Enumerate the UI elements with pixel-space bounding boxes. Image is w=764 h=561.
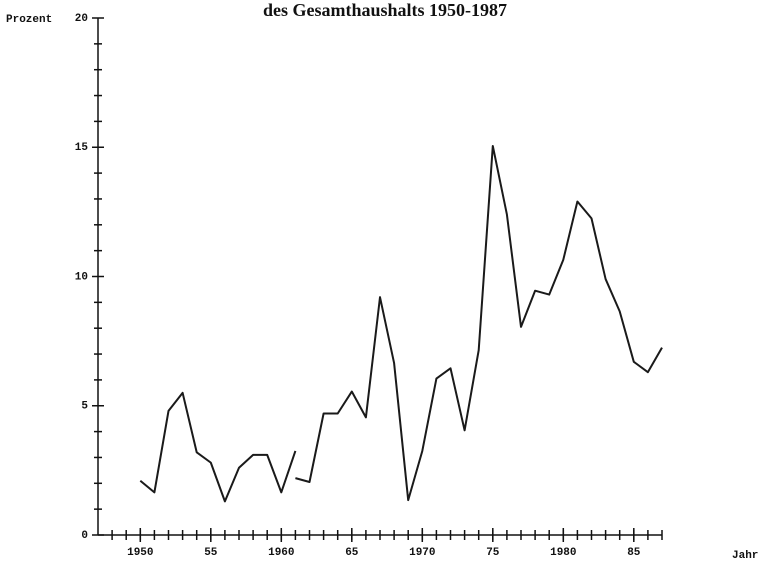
x-tick-label: 1980 <box>550 547 576 559</box>
chart-title: des Gesamthaushalts 1950-1987 <box>263 0 507 20</box>
y-tick-label: 10 <box>75 271 88 283</box>
x-tick-label: 55 <box>204 547 218 559</box>
y-axis-label: Prozent <box>6 14 52 26</box>
x-tick-label: 1950 <box>127 547 153 559</box>
y-tick-label: 15 <box>75 142 89 154</box>
data-line <box>139 144 663 503</box>
y-tick-label: 20 <box>75 13 88 25</box>
y-tick-label: 5 <box>81 401 88 413</box>
x-tick-label: 1960 <box>268 547 294 559</box>
x-tick-label: 85 <box>627 547 641 559</box>
x-axis-label: Jahr <box>732 550 758 561</box>
y-tick-label: 0 <box>81 530 88 542</box>
x-tick-label: 65 <box>345 547 359 559</box>
x-tick-label: 1970 <box>409 547 435 559</box>
x-tick-label: 75 <box>486 547 500 559</box>
